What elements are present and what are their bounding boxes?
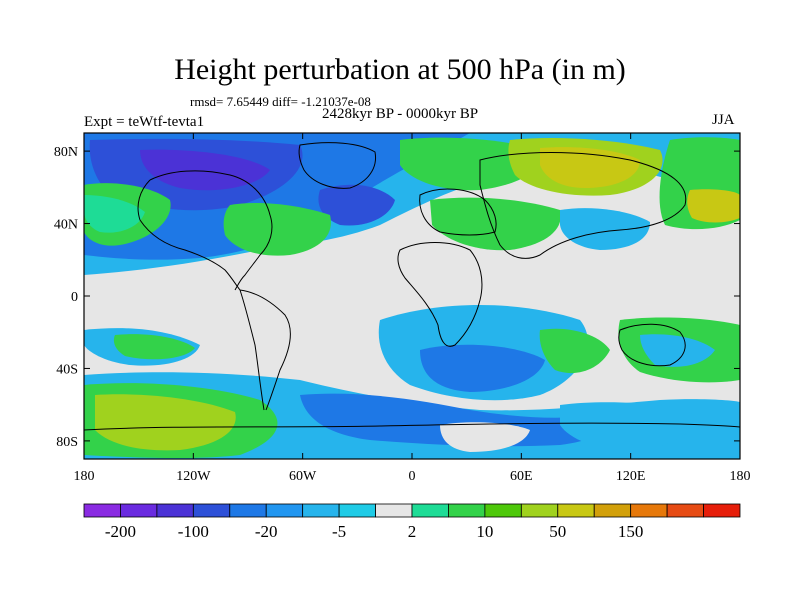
colorbar-box <box>265 503 304 518</box>
antarctica-coast <box>84 422 740 431</box>
lon-tick-label: 120W <box>176 469 211 484</box>
colorbar-box <box>484 503 522 518</box>
colorbar-box <box>83 503 121 518</box>
latitude-ticks: 80N 40N 0 40S 80S <box>54 145 740 450</box>
colorbar: -200 -100 -20 -5 2 10 50 150 <box>83 503 741 541</box>
field-region <box>318 184 395 226</box>
colorbar-label: -5 <box>332 522 346 541</box>
experiment-label: Expt = teWtf-tevta1 <box>84 114 205 130</box>
colorbar-box <box>593 503 632 518</box>
field-region <box>430 197 561 251</box>
field-region <box>300 393 608 447</box>
height-perturbation-field <box>84 133 740 459</box>
colorbar-box <box>156 503 194 518</box>
time-period-label: 2428kyr BP - 0000kyr BP <box>322 106 479 122</box>
field-region <box>223 203 331 256</box>
lon-tick-label: 180 <box>730 469 751 484</box>
field-region <box>560 402 693 451</box>
field-region <box>440 422 530 452</box>
lat-tick-label: 40N <box>54 218 78 233</box>
lon-tick-label: 60E <box>510 469 533 484</box>
colorbar-box <box>302 503 340 518</box>
greenland-coast <box>298 142 377 189</box>
field-region <box>84 195 145 233</box>
rmsd-diff-stats: rmsd= 7.65449 diff= -1.21037e-08 <box>190 94 371 109</box>
europe-coast <box>419 188 497 236</box>
lon-tick-label: 60W <box>289 469 317 484</box>
colorbar-box <box>666 503 704 518</box>
field-region <box>420 344 545 392</box>
south-america-coast <box>239 289 291 411</box>
field-region <box>687 189 740 223</box>
continent-outlines <box>84 142 740 431</box>
field-region <box>539 328 610 374</box>
plot-title: Height perturbation at 500 hPa (in m) <box>174 53 626 86</box>
field-region <box>113 334 195 360</box>
colorbar-box <box>630 503 668 518</box>
lat-tick-label: 80N <box>54 145 78 160</box>
asia-coast <box>479 152 687 259</box>
colorbar-box <box>375 503 413 518</box>
field-region <box>140 149 270 191</box>
colorbar-label: 50 <box>549 522 566 541</box>
longitude-ticks: 180 120W 60W 0 60E 120E 180 <box>74 133 751 484</box>
field-region <box>95 394 236 451</box>
colorbar-label: -100 <box>178 522 209 541</box>
africa-coast <box>397 242 483 347</box>
colorbar-box <box>120 503 158 518</box>
field-region <box>400 137 541 191</box>
colorbar-box <box>411 503 449 518</box>
colorbar-box <box>338 503 376 518</box>
lon-tick-label: 120E <box>616 469 646 484</box>
colorbar-box <box>192 503 231 518</box>
colorbar-box <box>703 503 741 518</box>
season-label: JJA <box>712 112 735 128</box>
north-america-coast <box>137 179 241 291</box>
colorbar-box <box>448 503 486 518</box>
lat-tick-label: 0 <box>71 290 78 305</box>
colorbar-label: 150 <box>618 522 644 541</box>
field-region <box>560 208 650 250</box>
colorbar-label: -20 <box>255 522 278 541</box>
colorbar-box <box>557 503 595 518</box>
colorbar-label: 2 <box>408 522 417 541</box>
colorbar-label: -200 <box>105 522 136 541</box>
colorbar-box <box>229 503 267 518</box>
south-america-coast <box>239 289 265 411</box>
lat-tick-label: 80S <box>56 435 78 450</box>
colorbar-label: 10 <box>476 522 493 541</box>
lon-tick-label: 0 <box>409 469 416 484</box>
north-america-coast <box>149 170 273 291</box>
lon-tick-label: 180 <box>74 469 95 484</box>
colorbar-box <box>520 503 559 518</box>
australia-coast <box>618 323 686 367</box>
lat-tick-label: 40S <box>56 362 78 377</box>
field-region <box>640 334 715 367</box>
